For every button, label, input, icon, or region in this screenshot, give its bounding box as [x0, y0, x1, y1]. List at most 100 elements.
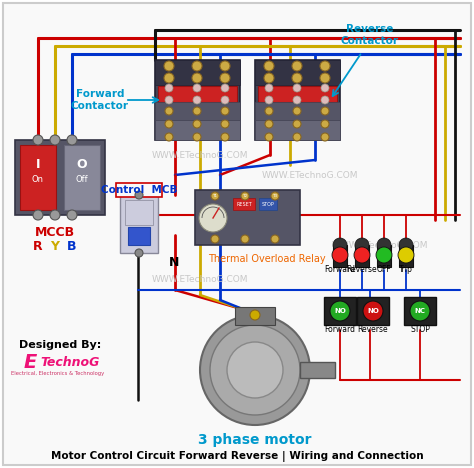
Bar [155, 60, 240, 85]
Bar [333, 245, 347, 267]
Circle shape [320, 61, 330, 71]
Bar [158, 86, 237, 102]
Text: MCCB: MCCB [35, 227, 75, 240]
Text: R: R [33, 241, 43, 254]
Text: Reverse: Reverse [358, 326, 388, 335]
Circle shape [250, 310, 260, 320]
Circle shape [193, 133, 201, 141]
Circle shape [33, 135, 43, 145]
Circle shape [321, 84, 329, 92]
Text: T3: T3 [273, 194, 278, 198]
Bar [324, 297, 356, 325]
Text: WWW.ETechnoG.COM: WWW.ETechnoG.COM [152, 276, 248, 285]
Text: Motor Control Circuit Forward Reverse | Wiring and Connection: Motor Control Circuit Forward Reverse | … [51, 451, 423, 461]
Circle shape [355, 238, 369, 252]
Text: Electrical, Electronics & Technology: Electrical, Electronics & Technology [11, 372, 105, 376]
Circle shape [192, 61, 202, 71]
Text: NO: NO [334, 308, 346, 314]
Bar [155, 102, 240, 120]
Circle shape [221, 96, 229, 104]
Circle shape [293, 133, 301, 141]
Circle shape [271, 235, 279, 243]
Circle shape [321, 133, 329, 141]
Text: STOP: STOP [262, 202, 274, 206]
Bar [195, 190, 300, 245]
Circle shape [377, 238, 391, 252]
Circle shape [220, 73, 230, 83]
Bar [155, 60, 240, 140]
Text: Forward: Forward [325, 326, 356, 335]
Circle shape [320, 73, 330, 83]
Circle shape [164, 61, 174, 71]
Circle shape [211, 235, 219, 243]
Bar [259, 198, 277, 210]
Bar [255, 60, 340, 85]
Circle shape [221, 133, 229, 141]
Circle shape [211, 192, 219, 200]
Bar [355, 245, 369, 267]
Circle shape [227, 342, 283, 398]
Text: WWW.ETechnoG.COM: WWW.ETechnoG.COM [332, 241, 428, 249]
Circle shape [330, 301, 350, 321]
Circle shape [50, 135, 60, 145]
Bar [255, 60, 340, 140]
Circle shape [165, 107, 173, 115]
Text: E: E [23, 352, 36, 372]
Bar [255, 120, 340, 140]
Circle shape [200, 315, 310, 425]
Circle shape [354, 247, 370, 263]
Text: 3 phase motor: 3 phase motor [198, 433, 312, 447]
Circle shape [165, 120, 173, 128]
Circle shape [165, 84, 173, 92]
Bar [116, 183, 162, 197]
Text: Forward
Contactor: Forward Contactor [71, 89, 129, 111]
Bar [300, 362, 335, 378]
Circle shape [410, 301, 430, 321]
Circle shape [399, 238, 413, 252]
Text: N: N [169, 256, 179, 270]
Circle shape [265, 84, 273, 92]
Text: On: On [32, 176, 44, 184]
Bar [377, 245, 391, 267]
Circle shape [292, 73, 302, 83]
Circle shape [193, 84, 201, 92]
Text: STOP: STOP [410, 326, 430, 335]
Circle shape [265, 120, 273, 128]
Text: Y: Y [51, 241, 60, 254]
Circle shape [193, 120, 201, 128]
Circle shape [192, 73, 202, 83]
Circle shape [398, 247, 414, 263]
Circle shape [293, 96, 301, 104]
Circle shape [293, 120, 301, 128]
Text: T2: T2 [242, 194, 247, 198]
Bar [255, 102, 340, 120]
Circle shape [292, 61, 302, 71]
Circle shape [199, 204, 227, 232]
Bar [128, 227, 150, 245]
Bar [15, 140, 105, 215]
Circle shape [293, 84, 301, 92]
Bar [357, 297, 389, 325]
Circle shape [221, 107, 229, 115]
Circle shape [264, 73, 274, 83]
Text: Forward: Forward [325, 265, 356, 275]
Circle shape [135, 249, 143, 257]
Text: WWW.ETechnoG.COM: WWW.ETechnoG.COM [262, 170, 358, 180]
Circle shape [271, 192, 279, 200]
Text: WWW.ETechnoG.COM: WWW.ETechnoG.COM [152, 151, 248, 160]
Text: T1: T1 [212, 194, 218, 198]
Circle shape [193, 107, 201, 115]
Circle shape [264, 61, 274, 71]
Text: RESET: RESET [236, 202, 252, 206]
Circle shape [321, 120, 329, 128]
Text: Control  MCB: Control MCB [101, 185, 177, 195]
Circle shape [67, 210, 77, 220]
Circle shape [321, 107, 329, 115]
Bar [120, 195, 158, 253]
Circle shape [210, 325, 300, 415]
Circle shape [67, 135, 77, 145]
Circle shape [221, 84, 229, 92]
Text: Reverse
Contactor: Reverse Contactor [341, 24, 399, 46]
Circle shape [363, 301, 383, 321]
Circle shape [220, 61, 230, 71]
